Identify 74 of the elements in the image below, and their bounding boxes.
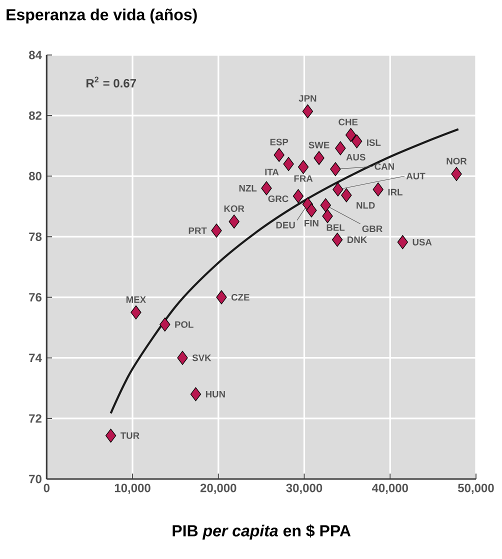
point (177, 350, 188, 365)
y-tick-label: 82 (28, 111, 42, 120)
annotation: SWE (308, 142, 330, 148)
point (332, 232, 343, 247)
point (302, 104, 314, 118)
point (345, 128, 356, 142)
point (130, 305, 142, 320)
annotation: ISL (367, 139, 381, 146)
x-tick-label: 40,000 (372, 484, 408, 494)
annotation: GRC (268, 196, 288, 202)
point (322, 209, 333, 224)
point (190, 387, 202, 402)
x-tick-label: 30,000 (286, 484, 322, 494)
point (306, 203, 317, 218)
annotation: CZE (231, 294, 250, 301)
point (211, 224, 222, 238)
annotation: SVK (192, 354, 212, 362)
y-tick-label: 78 (29, 232, 42, 241)
point (314, 150, 324, 165)
annotation: R$^{2}$ = 0.67 (86, 76, 136, 88)
point (292, 189, 304, 204)
point (372, 182, 384, 196)
y-tick-label: 84 (28, 50, 42, 60)
x-tick-label: 50,000 (458, 484, 494, 494)
y-axis-title: Esperanza de vida (años) (6, 8, 197, 24)
annotation: ESP (270, 138, 288, 146)
annotation: MEX (126, 296, 146, 303)
point (261, 181, 272, 196)
y-tick-label: 80 (28, 172, 42, 180)
annotation: NLD (356, 202, 375, 209)
annotation: FRA (294, 175, 313, 182)
annotation: PRT (188, 227, 207, 234)
annotation: POL (175, 321, 194, 328)
point (228, 214, 240, 229)
annotation: JPN (298, 95, 316, 102)
annotation: GBR (362, 225, 382, 232)
point (274, 148, 284, 162)
annotation: HUN (206, 390, 225, 398)
point (341, 188, 352, 202)
annotation: ITA (265, 168, 279, 176)
annotation: KOR (224, 205, 244, 212)
annotation: USA (412, 238, 432, 246)
x-tick-label: 20,000 (200, 484, 236, 494)
x-axis-title: PIB per capita en $ PPA (172, 524, 351, 540)
annotation: NOR (446, 158, 467, 164)
point (332, 182, 344, 196)
y-tick-label: 72 (29, 414, 42, 423)
y-tick-label: 74 (29, 354, 42, 362)
point (397, 235, 408, 250)
annotation: NZL (239, 185, 257, 192)
x-tick-label: 10,000 (114, 484, 150, 494)
annotation: BEL (326, 224, 345, 231)
annotation: TUR (120, 432, 140, 439)
point (216, 290, 227, 304)
annotation: IRL (388, 188, 402, 196)
x-tick-label: 0 (44, 484, 50, 492)
point (351, 134, 362, 148)
point (298, 160, 309, 174)
point (330, 162, 341, 176)
annotation: CAN (374, 163, 394, 170)
point (320, 198, 331, 212)
point (160, 318, 170, 332)
point (283, 157, 294, 172)
y-tick-label: 76 (29, 293, 42, 302)
annotation: DEU (276, 222, 295, 228)
point (335, 141, 346, 156)
annotation: AUT (406, 172, 426, 180)
y-tick-label: 70 (29, 474, 42, 484)
annotation: FIN (304, 220, 318, 226)
annotation: AUS (346, 154, 366, 160)
point (105, 428, 116, 443)
point (451, 167, 462, 182)
annotation: DNK (348, 236, 368, 243)
annotation: CHE (338, 118, 358, 126)
